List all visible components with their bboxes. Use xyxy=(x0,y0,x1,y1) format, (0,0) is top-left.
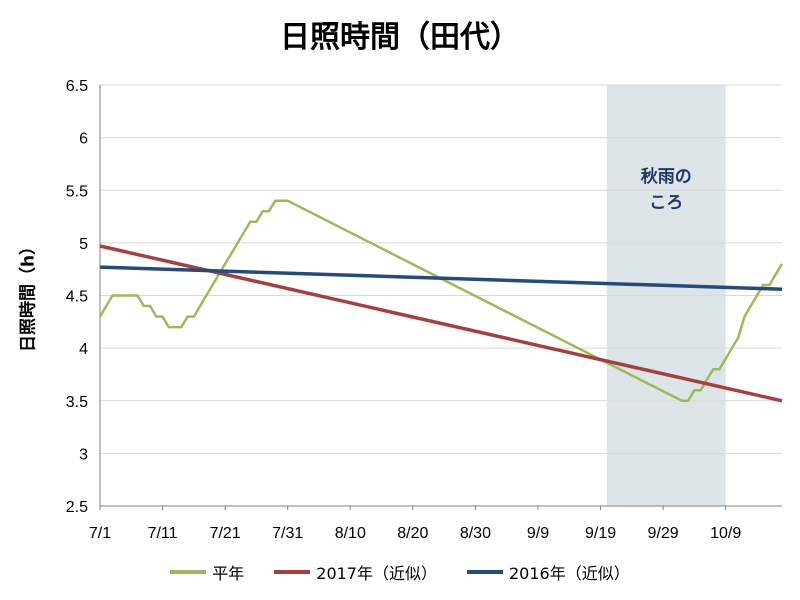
legend-item-1: 2017年（近似） xyxy=(274,560,437,584)
legend-label: 2016年（近似） xyxy=(509,564,630,583)
legend-item-2: 2016年（近似） xyxy=(467,560,630,584)
x-tick-label: 10/9 xyxy=(710,525,741,542)
y-tick-label: 6.5 xyxy=(66,78,88,95)
chart-title: 日照時間（田代） xyxy=(280,20,520,55)
legend-swatch xyxy=(170,570,207,574)
legend-item-0: 平年 xyxy=(170,560,244,584)
x-tick-label: 9/19 xyxy=(585,525,616,542)
legend-label: 平年 xyxy=(212,564,245,583)
series-line-0 xyxy=(98,199,784,403)
x-tick-label: 8/10 xyxy=(335,525,366,542)
annotation-label: 秋雨の xyxy=(641,166,692,187)
x-tick-label: 8/30 xyxy=(460,525,491,542)
x-tick-label: 7/31 xyxy=(272,525,303,542)
legend-swatch xyxy=(274,570,311,574)
x-tick-label: 7/1 xyxy=(89,525,111,542)
y-tick-label: 6 xyxy=(79,131,88,148)
x-tick-label: 9/9 xyxy=(527,525,549,542)
series-line-2 xyxy=(99,265,783,291)
x-tick-label: 7/21 xyxy=(210,525,241,542)
y-tick-label: 4.5 xyxy=(66,289,88,306)
x-tick-label: 7/11 xyxy=(148,525,178,542)
y-tick-label: 5 xyxy=(79,236,88,253)
y-tick-label: 3.5 xyxy=(66,394,88,411)
legend: 平年 2017年（近似） 2016年（近似） xyxy=(0,560,800,584)
y-tick-label: 4 xyxy=(79,341,88,358)
annotation-label: ころ xyxy=(649,193,683,213)
y-tick-label: 3 xyxy=(79,446,88,463)
x-tick-label: 9/29 xyxy=(648,525,679,542)
legend-label: 2017年（近似） xyxy=(316,564,437,583)
x-tick-label: 8/20 xyxy=(397,525,428,542)
y-tick-label: 5.5 xyxy=(66,183,88,200)
y-tick-label: 2.5 xyxy=(66,499,88,516)
legend-swatch xyxy=(467,570,503,574)
